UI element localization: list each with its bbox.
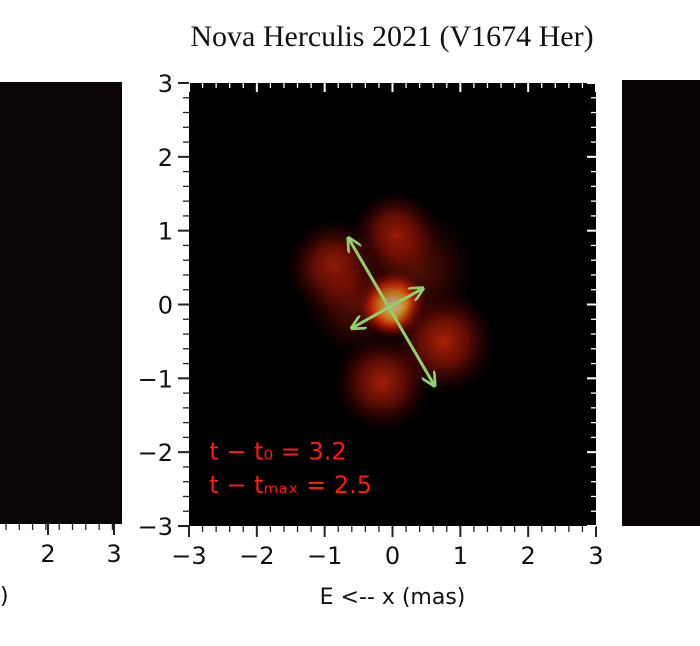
time-annotations: t − t₀ = 3.2 t − tₘₐₓ = 2.5 (209, 438, 372, 499)
right-neighbor-heatmap-panel (622, 80, 700, 526)
main-heatmap-panel: t − t₀ = 3.2t − tₘₐₓ = 2.5 −3 −2 −1 0 1 2 3−3−… (138, 70, 604, 610)
y-tick-label: −3 (138, 513, 173, 541)
y-tick-label: 0 (158, 292, 173, 320)
left-panel-x-axis: 2 3 ) (0, 524, 122, 609)
x-tick-label: 1 (453, 542, 468, 570)
y-tick-label: 2 (158, 144, 173, 172)
x-tick-label: −3 (171, 542, 206, 570)
x-tick-label: 0 (385, 542, 400, 570)
y-tick-label: −2 (138, 439, 173, 467)
left-xtick-label-2: 2 (40, 540, 55, 568)
x-tick-label: 3 (588, 542, 603, 570)
left-neighbor-heatmap-panel (0, 82, 122, 524)
direction-arrow (352, 288, 423, 328)
figure-title: Nova Herculis 2021 (V1674 Her) (190, 20, 594, 53)
x-tick-label: −1 (307, 542, 342, 570)
x-tick-label: −2 (239, 542, 274, 570)
direction-arrows (348, 238, 434, 386)
time-annotation: t − tₘₐₓ = 2.5 (209, 471, 372, 499)
y-tick-label: 3 (158, 70, 173, 98)
x-tick-label: 2 (521, 542, 536, 570)
left-xlabel-fragment: ) (0, 584, 9, 609)
y-tick-label: −1 (138, 365, 173, 393)
x-axis-label: E <-- x (mas) (320, 585, 466, 610)
y-tick-label: 1 (158, 218, 173, 246)
time-annotation: t − t₀ = 3.2 (209, 438, 346, 466)
axis-ticks: −3 −2 −1 0 1 2 3 −3 −2 −1 0 1 2 3 (138, 70, 604, 570)
left-xtick-label-3: 3 (106, 540, 121, 568)
